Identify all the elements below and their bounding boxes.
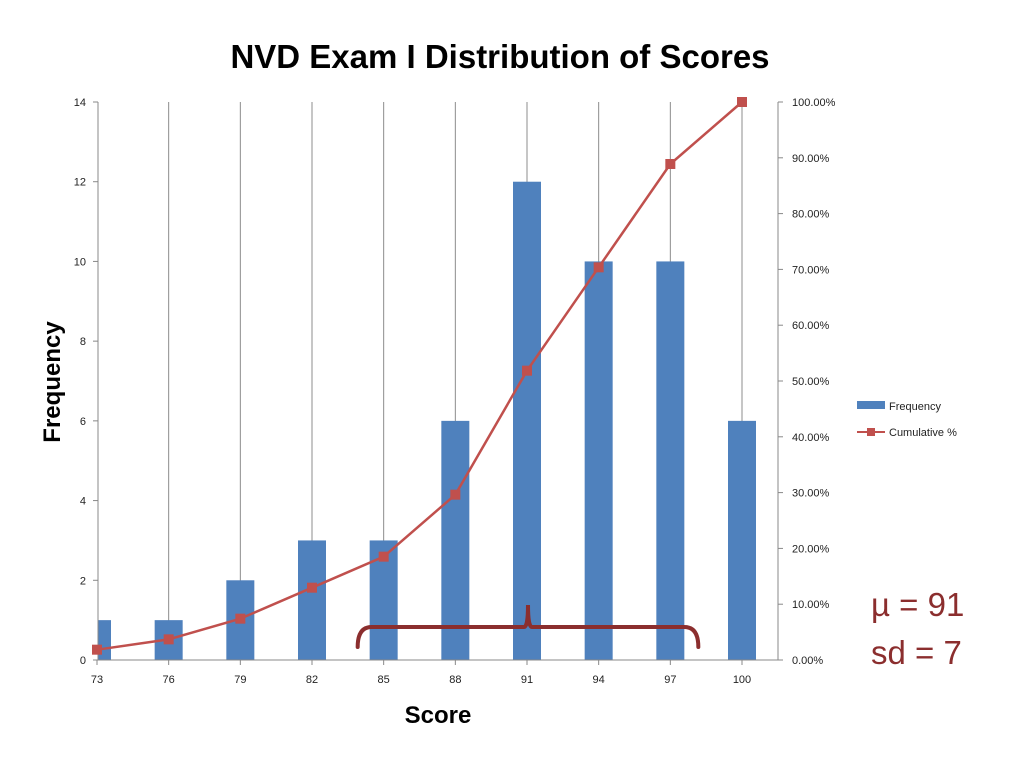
y2-tick-5: 50.00% [792, 376, 830, 388]
y2-tick-4: 40.00% [792, 432, 830, 444]
bar-97 [656, 261, 685, 660]
y-tick-labels: 0 2 4 6 8 10 12 14 [74, 97, 98, 667]
y-tick-6: 6 [80, 416, 86, 428]
cumulative-point-85 [378, 551, 389, 562]
y-axis-title: Frequency [39, 321, 66, 443]
y2-tick-labels: 0.00% 10.00% 20.00% 30.00% 40.00% 50.00% 60.00… [778, 97, 836, 667]
x-axis-title: Score [405, 702, 472, 729]
cumulative-point-79 [235, 613, 246, 624]
bar-82 [298, 540, 326, 660]
bar-94 [584, 261, 613, 660]
x-tick-labels: 73 76 79 82 85 88 91 94 97 100 [91, 660, 751, 686]
x-tick-88: 88 [449, 674, 461, 686]
bar-91 [513, 181, 541, 660]
x-tick-73: 73 [91, 674, 103, 686]
x-tick-94: 94 [593, 674, 605, 686]
y-tick-8: 8 [80, 336, 86, 348]
cumulative-point-76 [163, 634, 174, 645]
cumulative-point-100 [737, 97, 747, 107]
y-tick-12: 12 [74, 177, 86, 189]
mean-annotation: µ = 91 [871, 586, 964, 623]
y-tick-2: 2 [80, 575, 86, 587]
y-tick-14: 14 [74, 97, 86, 109]
sd-annotation: sd = 7 [871, 634, 962, 671]
x-tick-82: 82 [306, 674, 318, 686]
cumulative-series [92, 97, 747, 655]
chart-title: NVD Exam I Distribution of Scores [230, 38, 770, 75]
bars [98, 181, 756, 660]
y2-tick-8: 80.00% [792, 209, 830, 221]
cumulative-point-94 [593, 262, 604, 273]
y2-tick-1: 10.00% [792, 599, 830, 611]
y2-tick-3: 30.00% [792, 488, 830, 500]
y2-tick-6: 60.00% [792, 320, 830, 332]
legend: Frequency Cumulative % [857, 401, 957, 439]
brace-path [355, 604, 701, 649]
x-tick-79: 79 [234, 674, 246, 686]
y-tick-0: 0 [80, 655, 86, 667]
x-tick-76: 76 [163, 674, 175, 686]
cumulative-point-88 [450, 489, 461, 500]
cumulative-point-73 [92, 644, 102, 655]
x-tick-100: 100 [733, 674, 751, 686]
sd-brace [355, 604, 701, 649]
cumulative-point-82 [307, 582, 317, 593]
bar-100 [728, 420, 756, 660]
y-tick-10: 10 [74, 256, 86, 268]
y2-tick-2: 20.00% [792, 543, 830, 555]
cumulative-point-91 [522, 365, 532, 376]
x-tick-97: 97 [664, 674, 676, 686]
legend-frequency-swatch [857, 401, 885, 409]
x-tick-91: 91 [521, 674, 533, 686]
y2-tick-10: 100.00% [792, 97, 836, 109]
legend-cumulative-marker [867, 428, 875, 436]
y2-tick-0: 0.00% [792, 655, 823, 667]
legend-cumulative-label: Cumulative % [889, 427, 957, 439]
y2-tick-7: 70.00% [792, 264, 830, 276]
y2-tick-9: 90.00% [792, 153, 830, 165]
bar-88 [441, 420, 470, 660]
cumulative-point-97 [665, 158, 676, 169]
x-tick-85: 85 [378, 674, 390, 686]
y-tick-4: 4 [80, 496, 86, 508]
legend-frequency-label: Frequency [889, 401, 941, 413]
cumulative-line [96, 101, 743, 651]
